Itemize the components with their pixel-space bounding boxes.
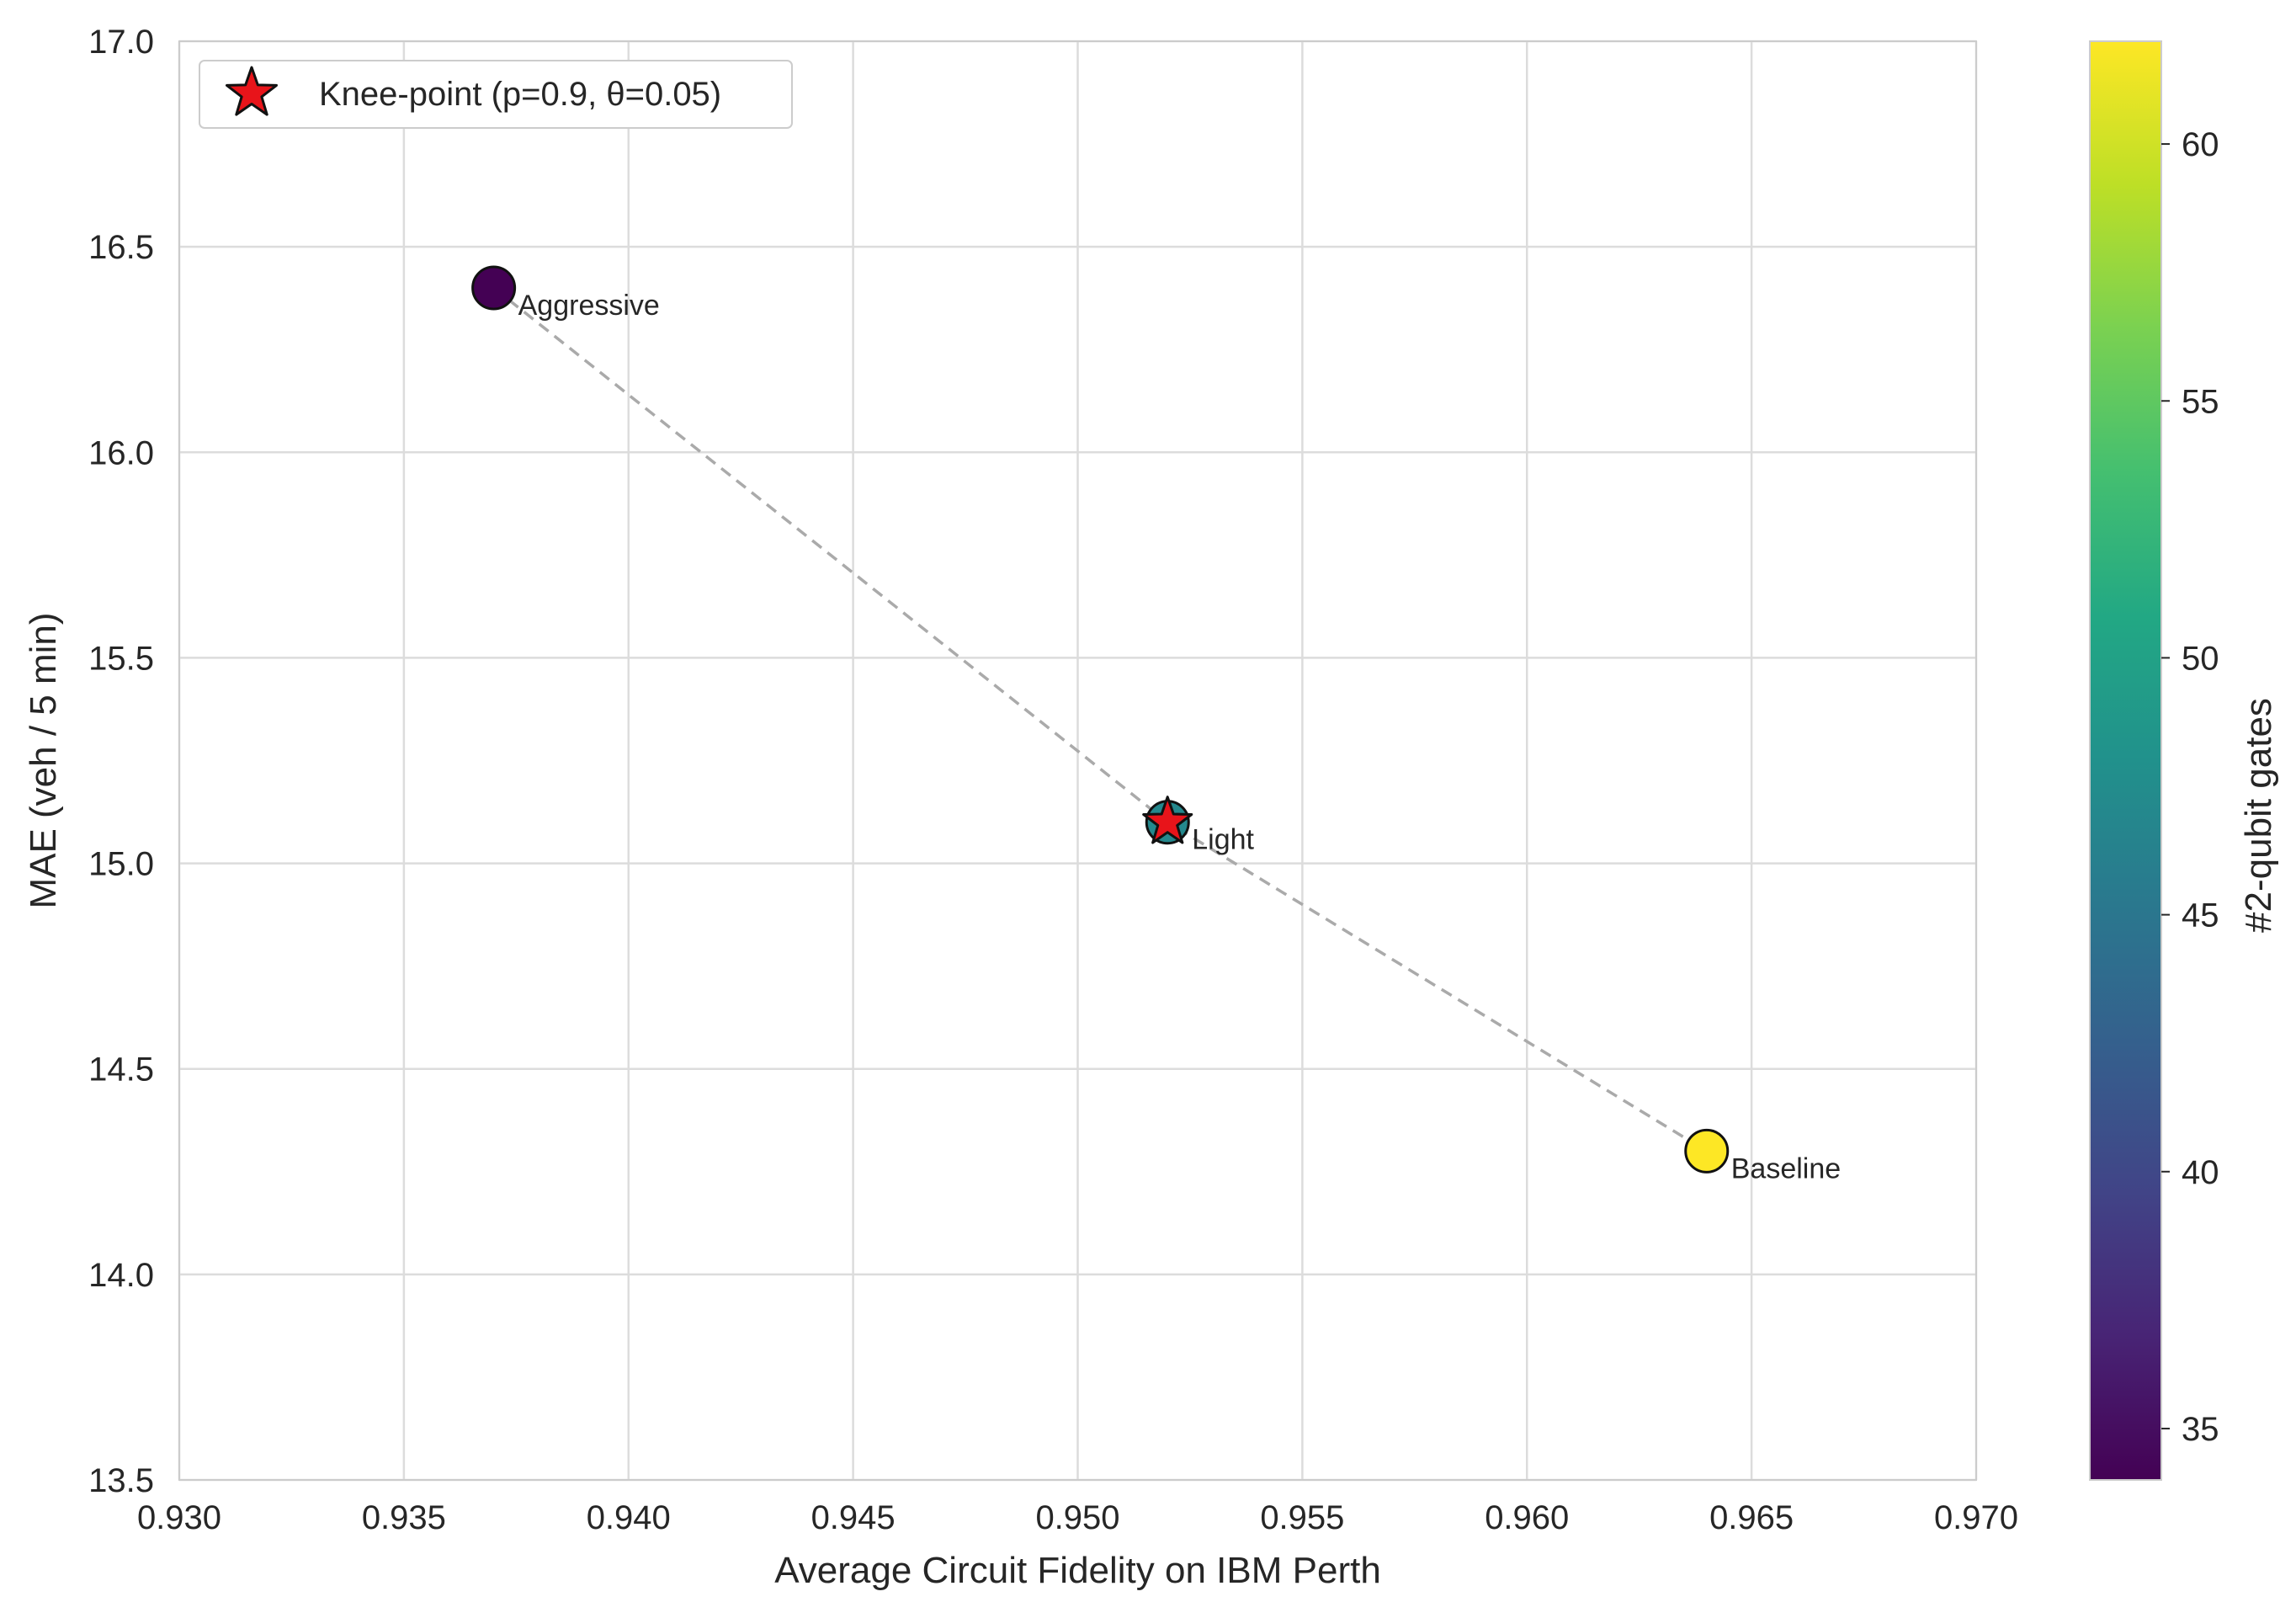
point-aggressive xyxy=(471,265,517,311)
plot-frame xyxy=(178,40,1977,1481)
y-tick-label: 15.5 xyxy=(88,640,154,677)
y-tick-label: 16.5 xyxy=(88,229,154,266)
y-tick-label: 17.0 xyxy=(88,24,154,61)
colorbar-tick-label: 55 xyxy=(2182,383,2219,420)
knee-point-marker xyxy=(1142,796,1193,844)
x-tick-label: 0.950 xyxy=(1035,1499,1119,1536)
legend-entry-knee-point: Knee-point (p=0.9, θ=0.05) xyxy=(319,76,721,113)
colorbar-tick-label: 50 xyxy=(2182,640,2219,677)
legend: Knee-point (p=0.9, θ=0.05) xyxy=(199,60,793,129)
colorbar-tick-label: 40 xyxy=(2182,1154,2219,1191)
colorbar-gradient xyxy=(2089,40,2162,1481)
colorbar-tick-label: 35 xyxy=(2182,1411,2219,1448)
legend-box xyxy=(199,60,793,129)
colorbar-tick-label: 45 xyxy=(2182,897,2219,934)
point-label-light: Light xyxy=(1192,824,1254,856)
point-baseline xyxy=(1684,1128,1730,1174)
x-tick-label: 0.935 xyxy=(362,1499,446,1536)
colorbar-tick-label: 60 xyxy=(2182,126,2219,163)
legend-star-icon xyxy=(226,66,278,116)
x-axis-label: Average Circuit Fidelity on IBM Perth xyxy=(774,1550,1381,1591)
x-tick-label: 0.965 xyxy=(1709,1499,1794,1536)
x-tick-label: 0.930 xyxy=(137,1499,221,1536)
x-tick-label: 0.955 xyxy=(1260,1499,1344,1536)
point-label-aggressive: Aggressive xyxy=(518,290,660,322)
x-tick-label: 0.970 xyxy=(1934,1499,2018,1536)
point-label-baseline: Baseline xyxy=(1731,1152,1841,1184)
x-tick-label: 0.940 xyxy=(587,1499,671,1536)
plot-area: 0.930 0.935 0.940 0.945 0.950 0.955 0.960 0.965… xyxy=(88,24,2018,1536)
y-tick-label: 14.0 xyxy=(88,1257,154,1294)
y-tick-label: 16.0 xyxy=(88,434,154,471)
x-tick-label: 0.960 xyxy=(1485,1499,1569,1536)
colorbar-ticks: 35 40 45 50 55 60 xyxy=(2161,126,2219,1448)
point-labels: Aggressive Light Baseline xyxy=(518,290,1842,1184)
colorbar: 35 40 45 50 55 60 #2-qubit gates xyxy=(2089,40,2279,1481)
y-axis-ticks: 13.5 14.0 14.5 15.0 15.5 16.0 16.5 17.0 xyxy=(88,24,154,1499)
y-axis-label: MAE (veh / 5 min) xyxy=(23,612,64,908)
y-tick-label: 14.5 xyxy=(88,1051,154,1088)
y-tick-label: 13.5 xyxy=(88,1462,154,1499)
y-tick-label: 15.0 xyxy=(88,846,154,883)
x-axis-ticks: 0.930 0.935 0.940 0.945 0.950 0.955 0.960 0.965… xyxy=(137,1499,2018,1536)
colorbar-label: #2-qubit gates xyxy=(2238,698,2279,933)
x-tick-label: 0.945 xyxy=(811,1499,896,1536)
knee-point-star xyxy=(1142,796,1193,844)
